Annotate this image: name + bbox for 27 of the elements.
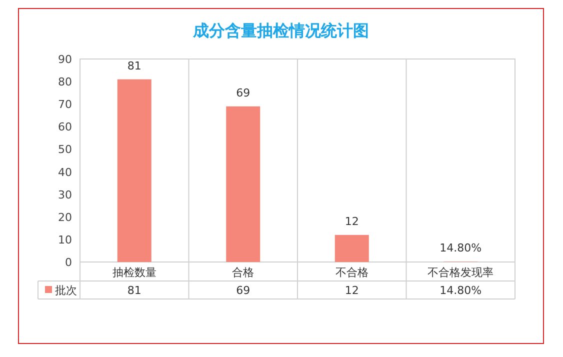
x-tick-label: 抽检数量 bbox=[112, 266, 156, 279]
y-tick-label: 40 bbox=[58, 166, 72, 179]
legend-label: 批次 bbox=[55, 284, 77, 297]
text: 69 bbox=[236, 86, 250, 100]
y-tick-label: 50 bbox=[58, 143, 72, 156]
y-tick-label: 80 bbox=[58, 76, 72, 89]
y-tick-label: 30 bbox=[58, 188, 72, 202]
text: 81 bbox=[127, 59, 142, 72]
data-label: 69 bbox=[236, 284, 250, 297]
x-tick-label: 不合格 bbox=[335, 266, 368, 279]
bar bbox=[226, 106, 260, 262]
text: 14.80% bbox=[440, 242, 482, 255]
y-tick-label: 20 bbox=[58, 210, 72, 224]
x-tick-label: 合格 bbox=[232, 266, 254, 279]
y-tick-label: 60 bbox=[58, 120, 72, 134]
y-tick-label: 90 bbox=[58, 53, 72, 66]
bar bbox=[334, 234, 369, 262]
bar bbox=[117, 79, 152, 262]
y-tick-label: 0 bbox=[65, 256, 72, 269]
y-tick-label: 70 bbox=[58, 98, 72, 112]
x-tick-label: 不合格发现率 bbox=[428, 266, 494, 279]
data-label: 12 bbox=[344, 284, 359, 297]
chart-title: 成分含量抽检情况统计图 bbox=[192, 21, 369, 40]
data-label: 81 bbox=[127, 284, 142, 297]
text: 12 bbox=[344, 214, 359, 228]
data-label: 14.80% bbox=[440, 284, 482, 297]
y-tick-label: 10 bbox=[58, 233, 72, 246]
